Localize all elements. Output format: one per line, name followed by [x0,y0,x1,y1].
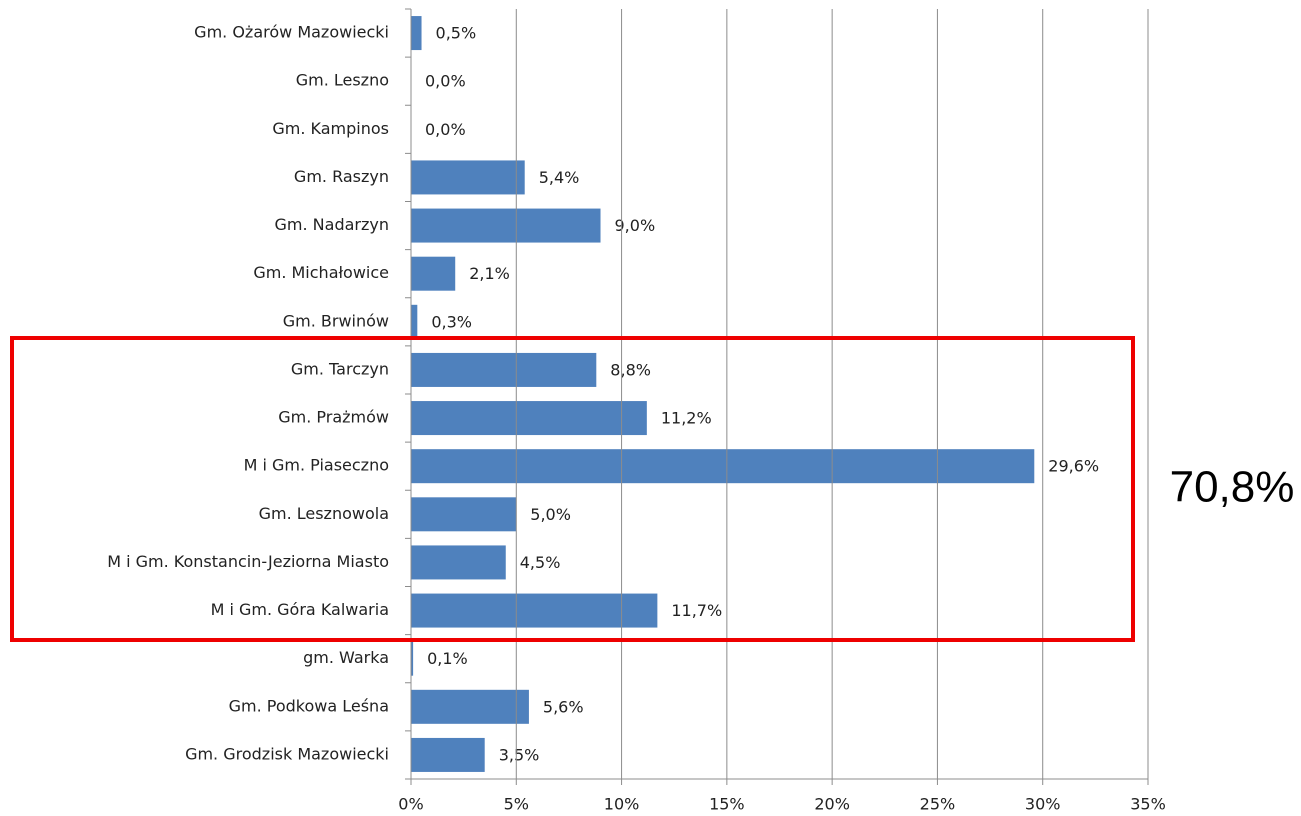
x-tick-label: 30% [1025,795,1061,814]
data-label: 4,5% [520,553,561,572]
y-tick-label: Gm. Nadarzyn [275,215,389,234]
bar [411,208,601,243]
x-tick-label: 20% [814,795,850,814]
y-tick-label: Gm. Prażmów [278,408,389,427]
data-label: 0,5% [436,24,477,43]
bar [411,304,418,339]
data-label: 5,0% [530,505,571,524]
y-tick-label: gm. Warka [303,648,389,667]
data-label: 0,0% [425,72,466,91]
x-tick-label: 15% [709,795,745,814]
bar [411,689,529,724]
x-tick-label: 5% [504,795,529,814]
highlight-box [10,336,1135,642]
bar [411,401,647,436]
y-tick-label: Gm. Podkowa Leśna [229,696,389,715]
bar [411,497,517,532]
data-label: 0,1% [427,649,468,668]
y-tick-label: Gm. Tarczyn [291,359,389,378]
data-label: 0,0% [425,120,466,139]
y-tick-label: M i Gm. Góra Kalwaria [211,600,389,619]
bar [411,160,525,195]
data-label: 29,6% [1048,457,1099,476]
y-tick-label: Gm. Grodzisk Mazowiecki [185,744,389,763]
data-label: 9,0% [615,216,656,235]
y-tick-label: Gm. Brwinów [283,311,389,330]
data-label: 2,1% [469,264,510,283]
data-label: 11,7% [671,601,722,620]
y-tick-label: Gm. Kampinos [272,119,389,138]
y-tick-label: M i Gm. Piaseczno [244,456,389,475]
bar [411,352,597,387]
x-tick-label: 0% [398,795,423,814]
y-tick-label: Gm. Raszyn [294,167,389,186]
y-tick-label: Gm. Ożarów Mazowiecki [194,23,389,42]
x-tick-label: 10% [604,795,640,814]
y-tick-label: M i Gm. Konstancin-Jeziorna Miasto [107,552,389,571]
bar [411,16,422,51]
x-tick-label: 35% [1130,795,1166,814]
bar [411,545,506,580]
data-label: 0,3% [431,312,472,331]
data-label: 3,5% [499,745,540,764]
data-label: 5,4% [539,168,580,187]
bar [411,593,658,628]
bar [411,737,485,772]
y-tick-label: Gm. Lesznowola [259,504,389,523]
y-tick-label: Gm. Leszno [296,71,389,90]
annotation: 70,8% [1170,463,1295,512]
bar [411,256,456,291]
bar [411,641,414,676]
data-label: 5,6% [543,697,584,716]
data-label: 8,8% [610,360,651,379]
x-tick-label: 25% [920,795,956,814]
bar [411,449,1035,484]
y-tick-label: Gm. Michałowice [253,263,389,282]
data-label: 11,2% [661,409,712,428]
